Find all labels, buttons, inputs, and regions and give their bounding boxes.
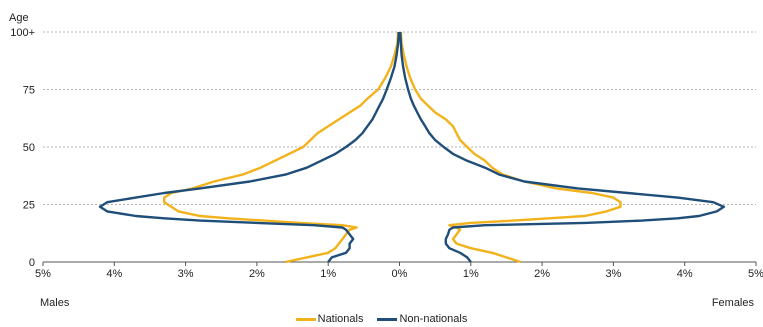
non-nationals-females-line bbox=[399, 31, 726, 263]
legend-item-nationals: Nationals bbox=[295, 313, 364, 325]
y-axis-title: Age bbox=[9, 12, 29, 24]
x-tick-label: 4% bbox=[677, 268, 693, 280]
x-tick-label: 5% bbox=[35, 268, 51, 280]
y-tick-label: 25 bbox=[23, 200, 35, 212]
males-label: Males bbox=[40, 297, 70, 309]
females-label: Females bbox=[712, 297, 755, 309]
y-tick-label: 75 bbox=[23, 85, 35, 97]
y-tick-label: 50 bbox=[23, 142, 35, 154]
x-tick-labels: 5% 4% 3% 2% 1% 0% 1% 2% 3% 4% 5% bbox=[35, 262, 763, 280]
legend-swatch-non-nationals bbox=[377, 317, 398, 321]
x-tick-label: 4% bbox=[106, 268, 122, 280]
x-tick-label: 0% bbox=[392, 268, 408, 280]
x-tick-label: 5% bbox=[748, 268, 763, 280]
series-lines bbox=[98, 31, 726, 264]
x-tick-label: 3% bbox=[605, 268, 621, 280]
x-tick-label: 1% bbox=[463, 268, 479, 280]
legend-swatch-nationals bbox=[295, 317, 316, 321]
legend: Nationals Non-nationals bbox=[0, 313, 763, 325]
legend-label-nationals: Nationals bbox=[317, 313, 364, 325]
nationals-females-line bbox=[399, 31, 622, 264]
legend-label-non-nationals: Non-nationals bbox=[399, 313, 468, 325]
x-tick-label: 3% bbox=[178, 268, 194, 280]
y-tick-label: 100+ bbox=[10, 27, 35, 39]
x-tick-label: 1% bbox=[320, 268, 336, 280]
y-tick-labels: 100+ 75 50 25 0 bbox=[10, 27, 35, 269]
x-tick-label: 2% bbox=[534, 268, 550, 280]
x-tick-label: 2% bbox=[249, 268, 265, 280]
y-tick-label: 0 bbox=[29, 257, 35, 269]
gridlines bbox=[43, 31, 756, 263]
non-nationals-males-line bbox=[98, 31, 400, 263]
legend-item-non-nationals: Non-nationals bbox=[377, 313, 467, 325]
